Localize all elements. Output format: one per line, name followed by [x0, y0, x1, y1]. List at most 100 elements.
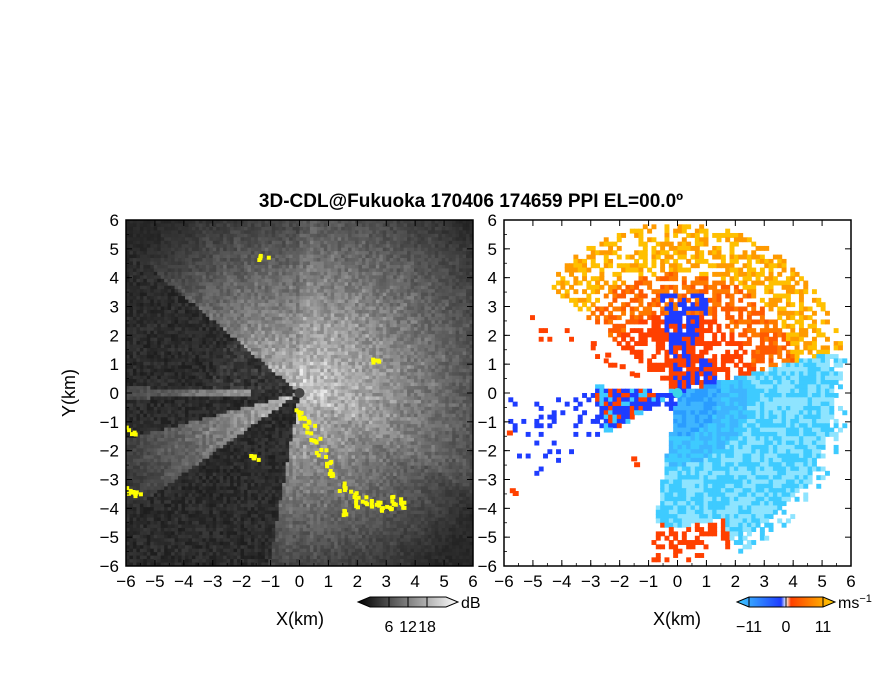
left-heat-cell — [424, 341, 429, 346]
left-heat-cell — [181, 233, 186, 238]
left-heat-cell — [466, 223, 471, 228]
left-heat-cell — [157, 226, 162, 231]
left-heat-cell — [275, 299, 280, 304]
left-heat-cell — [233, 330, 238, 335]
left-heat-cell — [230, 365, 235, 370]
left-heat-cell — [243, 271, 249, 276]
left-heat-cell — [414, 368, 419, 373]
left-heat-cell — [323, 278, 328, 283]
left-heat-cell — [348, 337, 353, 342]
left-heat-cell — [379, 330, 384, 335]
left-heat-cell — [389, 271, 394, 276]
left-heat-cell — [188, 299, 193, 304]
left-heat-cell — [191, 348, 196, 353]
left-heat-cell — [264, 330, 269, 335]
left-heat-cell — [299, 233, 304, 238]
left-heat-cell — [240, 296, 245, 301]
left-heat-cell — [198, 264, 203, 270]
left-heat-cell — [212, 368, 217, 373]
left-heat-cell — [188, 309, 193, 315]
left-heat-cell — [247, 285, 252, 290]
left-heat-cell — [216, 323, 221, 328]
left-heat-cell — [348, 240, 353, 245]
left-heat-cell — [181, 309, 186, 315]
left-heat-cell — [306, 226, 311, 231]
left-heat-cell — [178, 341, 183, 346]
left-heat-cell — [410, 334, 415, 339]
left-heat-cell — [438, 251, 443, 256]
left-heat-cell — [299, 254, 304, 259]
left-heat-cell — [427, 244, 432, 249]
left-heat-cell — [316, 327, 321, 332]
left-heat-cell — [250, 264, 255, 270]
left-heat-cell — [355, 361, 360, 366]
left-heat-cell — [389, 292, 394, 297]
left-heat-cell — [434, 237, 439, 242]
left-heat-cell — [348, 341, 353, 346]
left-heat-cell — [254, 375, 259, 380]
left-heat-cell — [296, 258, 301, 263]
left-heat-cell — [348, 285, 353, 290]
left-heat-cell — [178, 230, 183, 235]
left-heat-cell — [129, 299, 134, 304]
left-heat-cell — [466, 220, 471, 225]
left-heat-cell — [420, 320, 426, 325]
left-heat-cell — [285, 386, 290, 391]
left-heat-cell — [358, 330, 363, 335]
left-heat-cell — [414, 375, 419, 380]
left-heat-cell — [407, 334, 412, 339]
left-heat-cell — [323, 237, 328, 242]
left-heat-cell — [219, 344, 224, 349]
left-heat-cell — [205, 337, 210, 342]
left-heat-cell — [178, 320, 183, 325]
left-heat-cell — [219, 271, 224, 276]
left-heat-cell — [254, 223, 259, 228]
left-heat-cell — [316, 309, 321, 315]
left-heat-cell — [368, 341, 373, 346]
left-heat-cell — [184, 223, 190, 228]
left-heat-cell — [282, 320, 287, 325]
left-heat-cell — [323, 365, 328, 370]
left-heat-cell — [243, 337, 249, 342]
left-heat-cell — [233, 240, 238, 245]
left-heat-cell — [257, 382, 262, 387]
left-heat-cell — [396, 244, 401, 249]
left-heat-cell — [306, 344, 311, 349]
left-heat-cell — [441, 292, 446, 297]
left-heat-cell — [361, 382, 367, 387]
left-heat-cell — [469, 226, 473, 231]
left-heat-cell — [427, 337, 432, 342]
left-heat-cell — [414, 316, 419, 321]
left-heat-cell — [226, 278, 231, 283]
left-heat-cell — [452, 264, 457, 270]
left-heat-cell — [386, 386, 391, 391]
left-heat-cell — [375, 309, 380, 315]
left-heat-cell — [205, 268, 210, 273]
left-heat-cell — [188, 271, 193, 276]
left-heat-cell — [178, 240, 183, 245]
left-heat-cell — [355, 375, 360, 380]
left-heat-cell — [330, 220, 335, 225]
left-heat-cell — [403, 327, 408, 332]
left-heat-cell — [157, 330, 162, 335]
left-heat-cell — [216, 354, 221, 359]
left-heat-cell — [181, 382, 186, 387]
left-heat-cell — [431, 271, 436, 276]
left-heat-cell — [191, 278, 196, 283]
left-heat-cell — [448, 344, 453, 349]
left-heat-cell — [445, 251, 450, 256]
left-heat-cell — [389, 261, 394, 266]
left-heat-cell — [278, 251, 283, 256]
left-heat-cell — [240, 264, 245, 270]
left-heat-cell — [202, 254, 207, 259]
left-heat-cell — [289, 320, 294, 325]
left-heat-cell — [431, 251, 436, 256]
left-heat-cell — [126, 240, 131, 245]
left-heat-cell — [434, 354, 439, 359]
left-heat-cell — [254, 303, 259, 308]
left-heat-cell — [237, 372, 242, 377]
left-heat-cell — [372, 351, 377, 356]
left-heat-cell — [438, 306, 443, 311]
left-heat-cell — [358, 271, 363, 276]
left-heat-cell — [289, 258, 294, 263]
